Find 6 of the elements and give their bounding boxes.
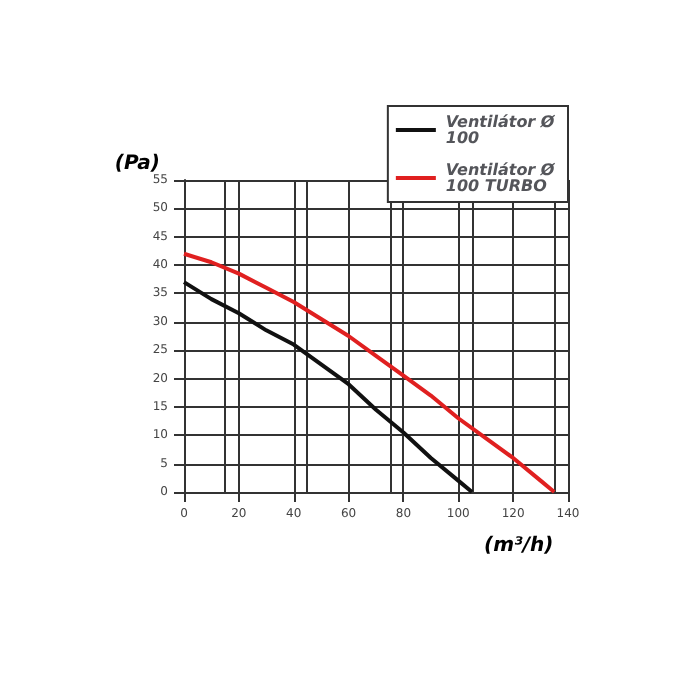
y-axis-title: (Pa) xyxy=(114,153,160,176)
legend-label: Ventilátor Ø 100 TURBO xyxy=(445,161,561,195)
x-axis-title: (m³/h) xyxy=(484,535,554,557)
line-series xyxy=(182,280,474,494)
line-series xyxy=(182,251,557,494)
legend-label: Ventilátor Ø 100 xyxy=(445,113,561,147)
